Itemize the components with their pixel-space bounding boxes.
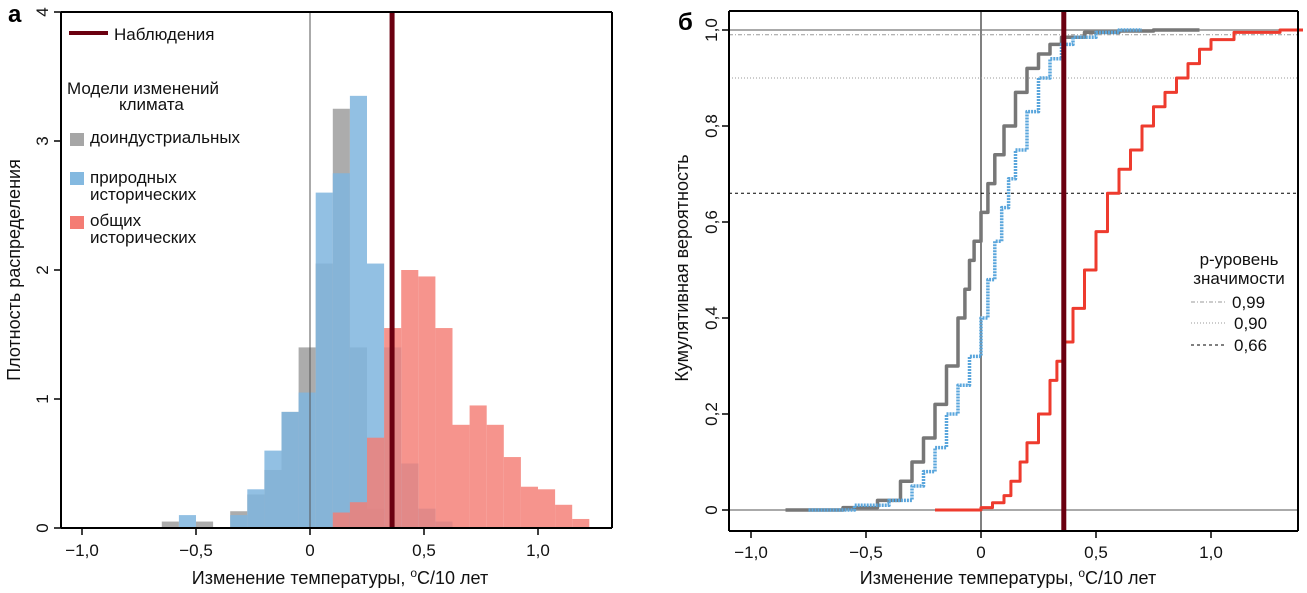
significance-title-line2: значимости — [1193, 269, 1285, 288]
histogram-bar — [349, 502, 367, 528]
histogram-bar — [298, 392, 316, 528]
significance-label-066: 0,66 — [1234, 336, 1267, 355]
significance-title-line1: р-уровень — [1200, 250, 1279, 269]
x-tick-label: 0 — [305, 541, 314, 560]
histogram-bar — [349, 95, 367, 528]
significance-legend: р-уровень значимости 0,99 0,90 0,66 — [1191, 250, 1285, 355]
x-tick-label: 0,5 — [412, 541, 436, 560]
histogram-bar — [367, 437, 385, 528]
panel-a-label: а — [8, 1, 22, 28]
y-tick-label: 1 — [33, 394, 52, 403]
histogram-bar — [469, 405, 487, 528]
legend-label-preindustrial: доиндустриальных — [90, 128, 241, 147]
histogram-bar — [538, 489, 556, 528]
histogram-bar — [264, 450, 282, 528]
histogram-bar — [315, 192, 333, 528]
histogram-bar — [486, 424, 504, 528]
y-tick-label: 0 — [702, 505, 721, 514]
y-tick-label: 0,6 — [702, 210, 721, 234]
legend-swatch-natural-historical — [70, 172, 84, 185]
y-tick-label: 0,4 — [702, 306, 721, 330]
histogram-bar — [572, 518, 590, 528]
x-tick-label: −1,0 — [734, 543, 768, 562]
panel-b-ticks: −1,0 −0,5 0 0,5 1,0 0 0,2 0,4 0,6 0,8 1,0 — [702, 18, 1223, 562]
panel-b-label: б — [678, 9, 693, 36]
x-tick-label: 0,5 — [1084, 543, 1108, 562]
legend-group-title-line2: климата — [119, 95, 184, 114]
histogram-bar — [196, 521, 214, 528]
histogram-bar — [161, 521, 179, 528]
y-tick-label: 0,8 — [702, 114, 721, 138]
histogram-bar — [281, 411, 299, 528]
panel-b-y-axis-title: Кумулятивная вероятность — [672, 154, 692, 381]
y-tick-label: 4 — [33, 7, 52, 16]
x-tick-label: −1,0 — [65, 541, 99, 560]
x-tick-label: −0,5 — [179, 541, 213, 560]
legend-label-natural-line1: природных — [90, 168, 177, 187]
histogram-bar — [503, 457, 521, 528]
panel-a-x-axis-title: Изменение температуры, oC/10 лет — [192, 566, 488, 588]
panel-b-x-axis-title: Изменение температуры, oC/10 лет — [860, 566, 1156, 588]
y-tick-label: 3 — [33, 136, 52, 145]
histogram-bar — [418, 276, 436, 528]
panel-a-histogram: а −1,0 −0,5 0 0,5 1,0 0 1 2 3 4 Плотность распред… — [4, 1, 613, 588]
x-tick-label: 1,0 — [526, 541, 550, 560]
histogram-bar — [555, 504, 573, 528]
series-2 — [332, 270, 590, 528]
legend-swatch-all-historical — [70, 216, 84, 229]
histogram-bar — [332, 512, 350, 528]
histogram-bar — [520, 486, 538, 528]
x-tick-label: 0 — [976, 543, 985, 562]
legend-group-title-line1: Модели изменений — [67, 79, 219, 98]
histogram-bars — [161, 95, 590, 528]
cdf-line-2 — [935, 28, 1303, 512]
histogram-bar — [452, 424, 470, 528]
histogram-bar — [230, 515, 248, 528]
panel-a-legend: Наблюдения Модели изменений климата доин… — [67, 25, 241, 247]
significance-label-090: 0,90 — [1234, 314, 1267, 333]
legend-label-all-line1: общих — [90, 211, 142, 230]
legend-observation-label: Наблюдения — [114, 25, 214, 44]
histogram-bar — [401, 270, 419, 528]
x-tick-label: −0,5 — [849, 543, 883, 562]
legend-swatch-preindustrial — [70, 133, 84, 146]
cdf-line-1 — [808, 28, 1142, 512]
y-tick-label: 0,2 — [702, 402, 721, 426]
legend-label-all-line2: исторических — [90, 228, 197, 247]
histogram-bar — [332, 173, 350, 528]
panel-a-y-axis-title: Плотность распределения — [4, 159, 24, 381]
x-tick-label: 1,0 — [1199, 543, 1223, 562]
significance-label-099: 0,99 — [1232, 293, 1265, 312]
histogram-bar — [435, 328, 453, 528]
y-tick-label: 1,0 — [702, 18, 721, 42]
cdf-line-0 — [785, 28, 1200, 512]
y-tick-label: 2 — [33, 265, 52, 274]
histogram-bar — [178, 515, 196, 528]
histogram-bar — [247, 489, 265, 528]
legend-label-natural-line2: исторических — [90, 185, 197, 204]
panel-a-overlays — [309, 12, 395, 528]
panel-b-cdf: б −1,0 −0,5 0 0,5 1,0 0 0,2 0,4 0,6 0,8 1,0 Кумуля… — [672, 9, 1303, 588]
y-tick-label: 0 — [33, 523, 52, 532]
panel-a-ticks: −1,0 −0,5 0 0,5 1,0 0 1 2 3 4 — [33, 7, 550, 560]
